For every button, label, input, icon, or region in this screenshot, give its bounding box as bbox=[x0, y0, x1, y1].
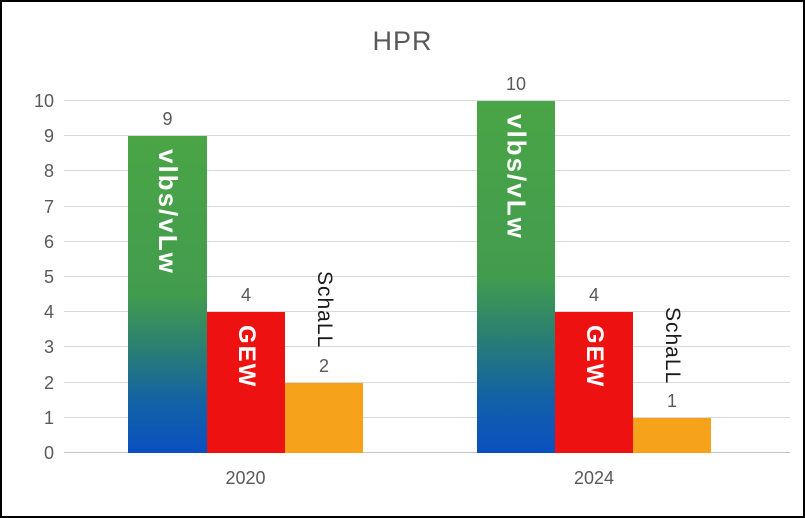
y-tick-label-7: 7 bbox=[43, 196, 54, 217]
y-tick-label-8: 8 bbox=[43, 161, 54, 182]
gridline-5 bbox=[64, 276, 790, 277]
bar-schall-2020 bbox=[285, 382, 363, 453]
gridline-1 bbox=[64, 416, 790, 418]
bar-vlbsvlw-2024: vlbs/vLw bbox=[477, 101, 555, 453]
value-label: 4 bbox=[588, 285, 599, 306]
y-tick-label-3: 3 bbox=[43, 337, 54, 358]
value-label: 1 bbox=[666, 390, 677, 411]
gridline-3 bbox=[64, 346, 790, 348]
gridline-0 bbox=[64, 452, 790, 453]
bar-gew-2024: GEW bbox=[555, 312, 633, 453]
series-label-vlbsvlw: vlbs/vLw bbox=[501, 114, 532, 240]
series-label-vlbsvlw: vlbs/vLw bbox=[153, 149, 183, 276]
y-tick-label-2: 2 bbox=[43, 372, 54, 393]
bar-schall-2024 bbox=[633, 417, 711, 453]
bar-cell-schall-2020: 2 SchaLL bbox=[285, 101, 363, 453]
gridline-7 bbox=[64, 205, 790, 207]
bar-cell-gew-2020: GEW 4 bbox=[207, 101, 285, 453]
gridline-8 bbox=[64, 170, 790, 172]
series-label-schall: SchaLL bbox=[661, 306, 684, 384]
bar-cell-gew-2024: GEW 4 bbox=[555, 101, 633, 453]
chart-title: HPR bbox=[372, 26, 433, 56]
y-tick-label-1: 1 bbox=[43, 407, 54, 428]
y-tick-label-6: 6 bbox=[43, 231, 54, 252]
bar-vlbsvlw-2020: vlbs/vLw bbox=[128, 136, 207, 453]
bar-cell-vlbsvlw-2020: vlbs/vLw 9 bbox=[128, 101, 207, 453]
gridline-4 bbox=[64, 311, 790, 313]
bar-cell-schall-2024: 1 SchaLL bbox=[633, 101, 711, 453]
value-label: 10 bbox=[505, 74, 527, 94]
y-tick-label-0: 0 bbox=[43, 443, 54, 463]
y-tick-label-5: 5 bbox=[43, 267, 54, 287]
bar-cell-vlbsvlw-2024: vlbs/vLw 10 bbox=[477, 74, 555, 453]
gridline-2 bbox=[64, 381, 790, 383]
y-tick-label-10: 10 bbox=[33, 91, 54, 111]
series-label-schall: SchaLL bbox=[313, 271, 336, 349]
bar-gew-2020: GEW bbox=[207, 312, 285, 453]
x-axis-category-2024: 2024 bbox=[573, 468, 615, 488]
value-label: 9 bbox=[162, 109, 173, 130]
y-tick-label-9: 9 bbox=[43, 126, 54, 147]
value-label: 4 bbox=[240, 285, 251, 306]
value-label: 2 bbox=[318, 355, 329, 376]
gridline-9 bbox=[64, 135, 790, 137]
y-tick-label-4: 4 bbox=[43, 302, 54, 323]
gridline-10 bbox=[64, 100, 790, 101]
series-label-gew: GEW bbox=[233, 325, 260, 389]
x-axis-category-2020: 2020 bbox=[225, 468, 266, 488]
series-label-gew: GEW bbox=[581, 325, 608, 389]
gridline-6 bbox=[64, 240, 790, 242]
